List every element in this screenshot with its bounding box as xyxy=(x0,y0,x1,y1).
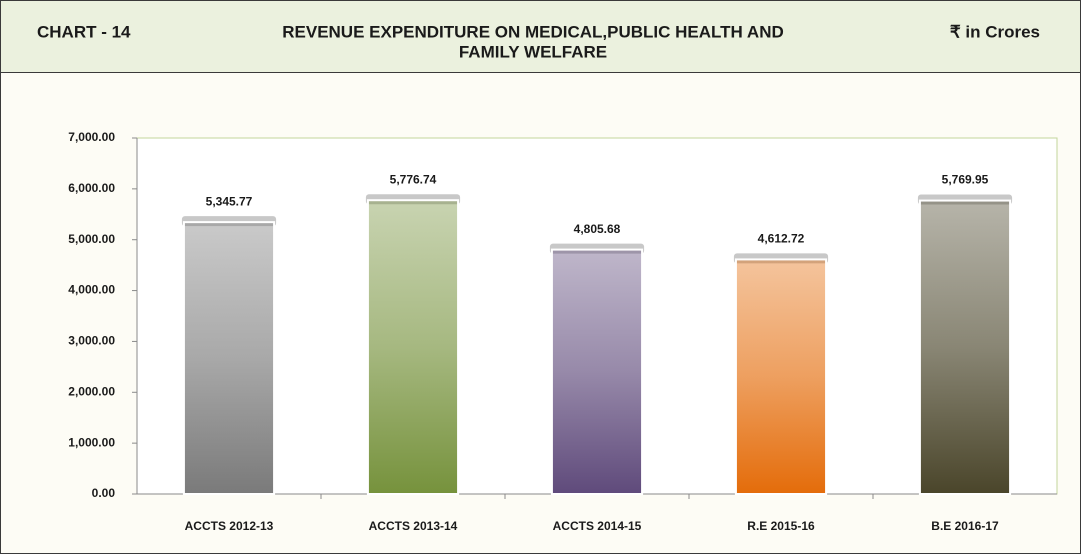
chart-label: CHART - 14 xyxy=(37,22,131,41)
y-tick-label: 6,000.00 xyxy=(68,181,115,195)
unit-label: ₹ in Crores xyxy=(950,22,1040,41)
y-tick-label: 2,000.00 xyxy=(68,384,115,398)
data-label: 4,612.72 xyxy=(758,232,805,246)
data-label: 4,805.68 xyxy=(574,222,621,236)
bar xyxy=(550,248,644,495)
chart-title: REVENUE EXPENDITURE ON MEDICAL,PUBLIC HE… xyxy=(282,22,784,41)
data-label: 5,776.74 xyxy=(390,172,437,186)
y-tick-label: 5,000.00 xyxy=(68,232,115,246)
bar xyxy=(182,221,276,495)
x-tick-label: ACCTS 2014-15 xyxy=(553,519,642,533)
bar xyxy=(918,199,1012,495)
y-tick-label: 1,000.00 xyxy=(68,435,115,449)
x-tick-label: R.E 2015-16 xyxy=(747,519,815,533)
y-tick-label: 3,000.00 xyxy=(68,334,115,348)
bar xyxy=(366,199,460,495)
y-tick-label: 0.00 xyxy=(92,486,116,500)
data-label: 5,345.77 xyxy=(206,194,253,208)
data-label: 5,769.95 xyxy=(942,173,989,187)
x-tick-label: ACCTS 2012-13 xyxy=(185,519,274,533)
header-band xyxy=(0,0,1081,73)
x-tick-label: ACCTS 2013-14 xyxy=(369,519,458,533)
bar xyxy=(734,258,828,496)
x-tick-label: B.E 2016-17 xyxy=(931,519,999,533)
chart-title: FAMILY WELFARE xyxy=(459,42,607,61)
y-tick-label: 4,000.00 xyxy=(68,283,115,297)
y-tick-label: 7,000.00 xyxy=(68,130,115,144)
